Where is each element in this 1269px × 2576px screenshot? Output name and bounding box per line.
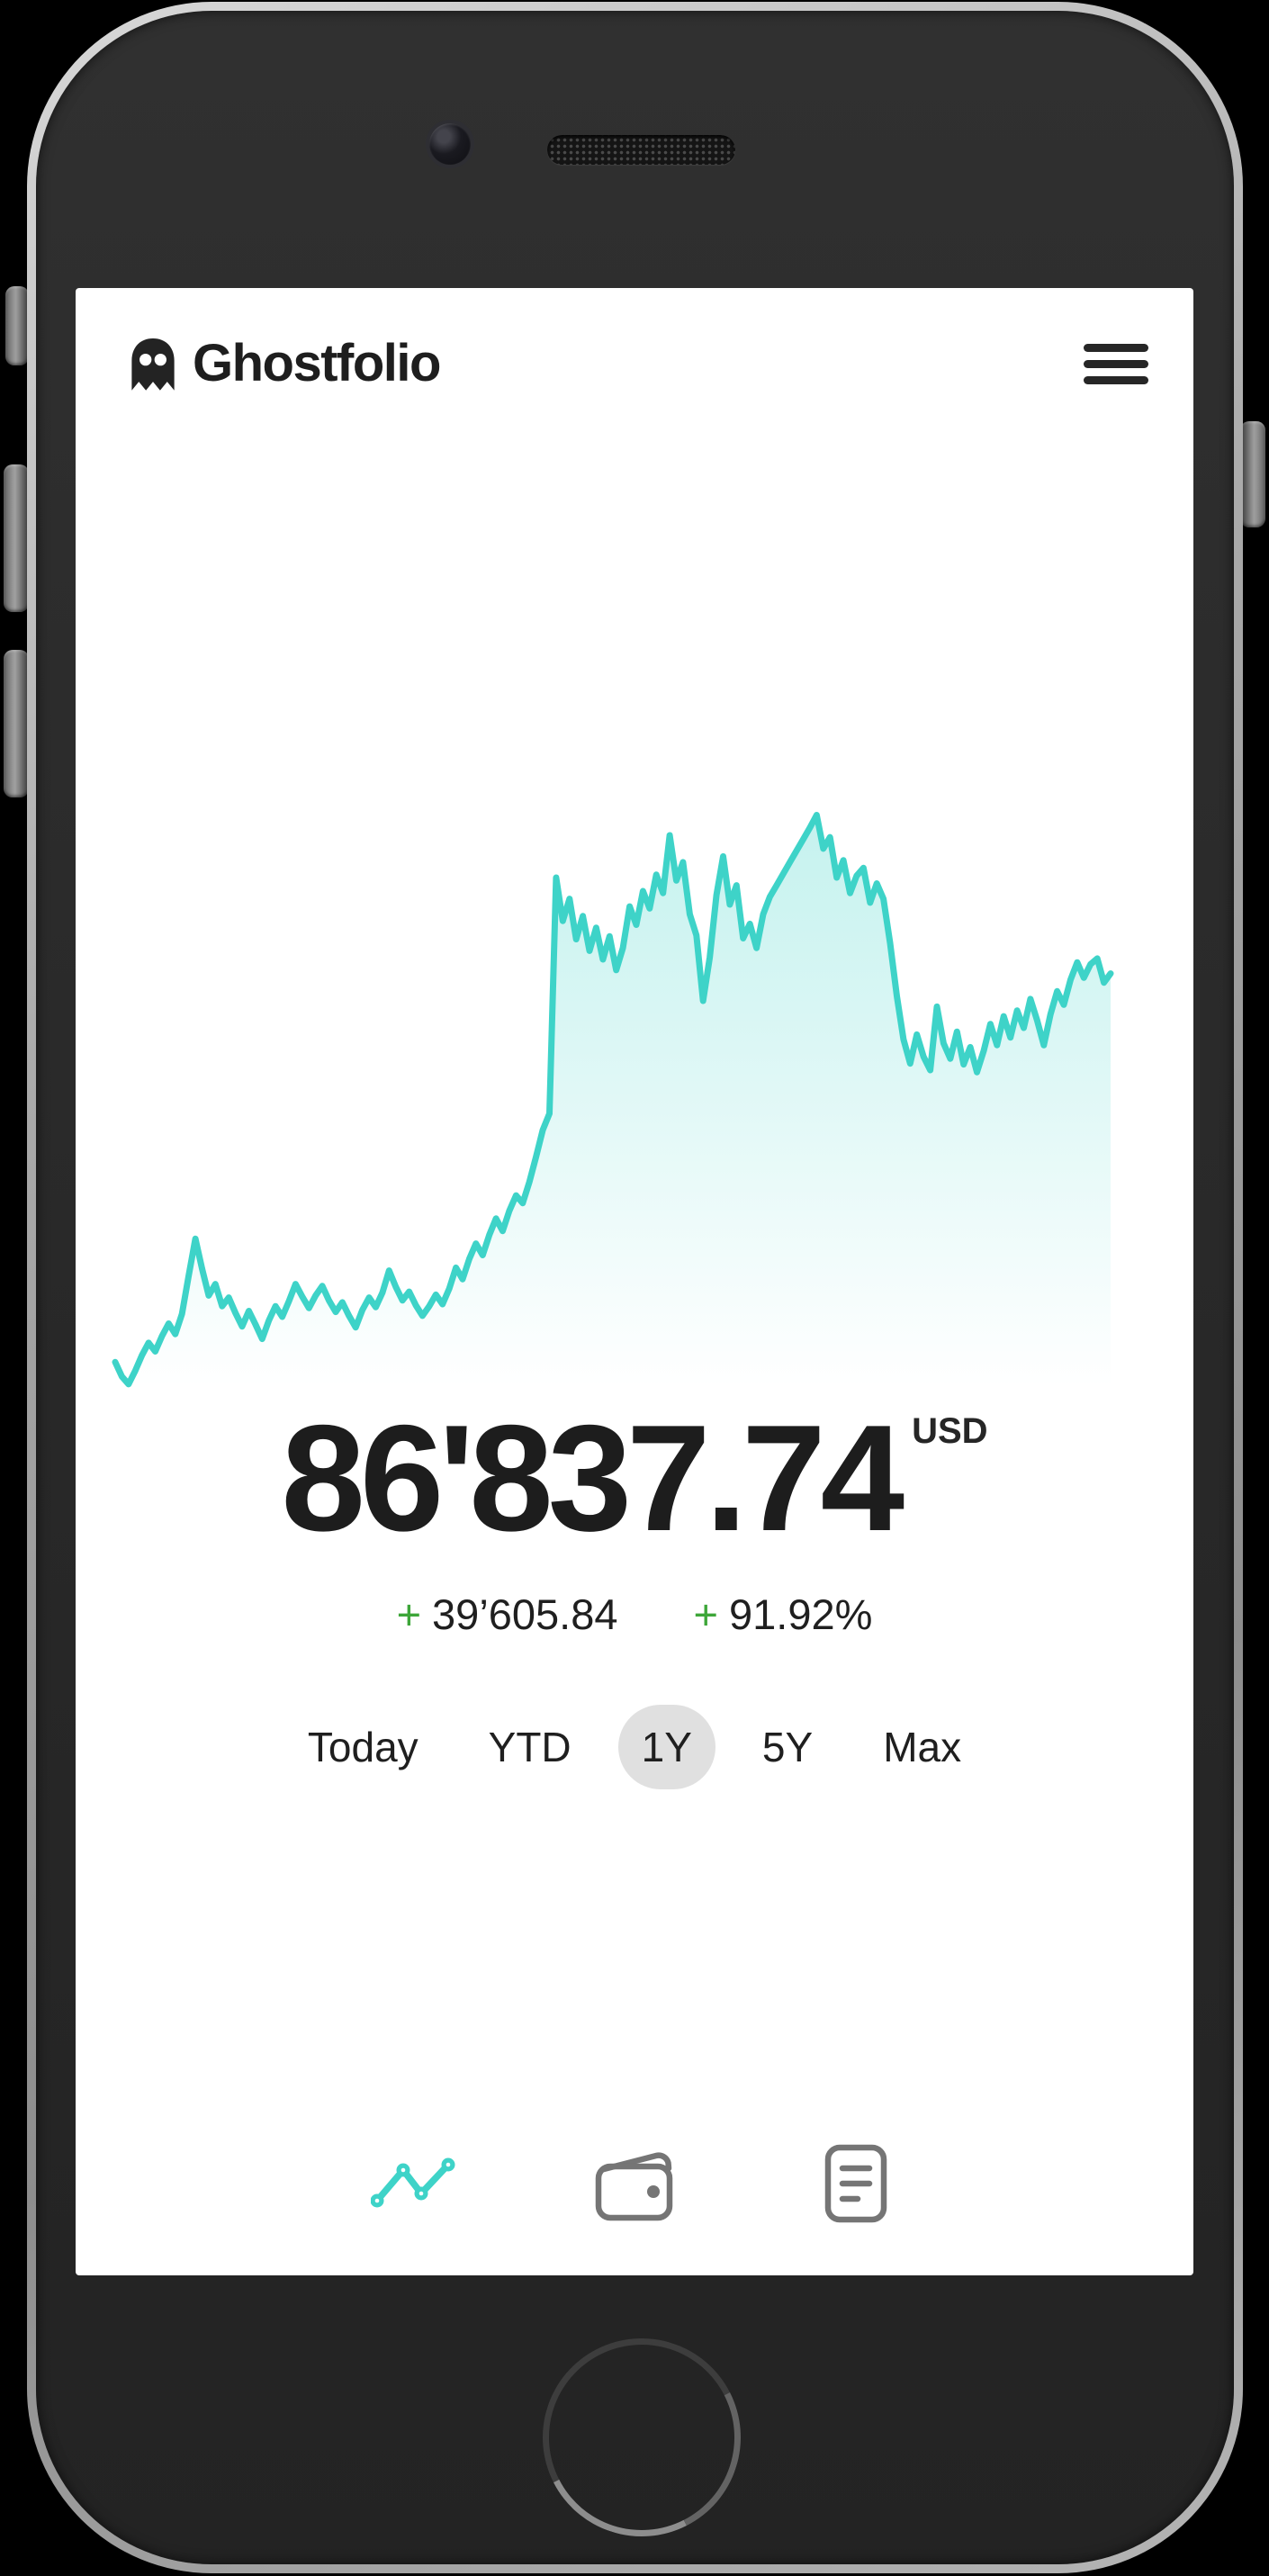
plus-sign: +	[396, 1590, 422, 1638]
nav-item-overview[interactable]	[368, 2139, 458, 2229]
range-option-today[interactable]: Today	[284, 1705, 442, 1789]
line-chart-icon	[371, 2157, 455, 2208]
change-row: + 39’605.84 + 91.92%	[76, 1590, 1193, 1639]
performance-chart	[112, 808, 1114, 1388]
range-option-5y[interactable]: 5Y	[739, 1705, 836, 1789]
nav-item-transactions[interactable]	[811, 2139, 901, 2229]
range-option-max[interactable]: Max	[860, 1705, 985, 1789]
volume-down-button	[4, 650, 29, 797]
performance-chart-svg	[112, 812, 1114, 1388]
phone-frame: Ghostfolio	[27, 2, 1243, 2573]
home-button	[516, 2312, 767, 2562]
wallet-icon	[595, 2152, 673, 2221]
speaker-grille	[547, 135, 735, 165]
portfolio-value: 86'837.74	[281, 1393, 904, 1563]
change-percent: + 91.92%	[694, 1590, 873, 1639]
mute-switch	[5, 286, 29, 365]
portfolio-value-row: 86'837.74 USD	[76, 1402, 1193, 1554]
chart-area-fill	[115, 815, 1111, 1386]
bottom-nav	[76, 2139, 1193, 2229]
power-button	[1240, 421, 1265, 527]
volume-up-button	[4, 464, 29, 612]
change-absolute: + 39’605.84	[397, 1590, 618, 1639]
range-selector: Today YTD 1Y 5Y Max	[76, 1705, 1193, 1789]
currency-label: USD	[912, 1411, 988, 1451]
app-header: Ghostfolio	[76, 328, 1193, 400]
hamburger-icon	[1084, 343, 1148, 352]
change-absolute-value: 39’605.84	[432, 1590, 618, 1638]
menu-button[interactable]	[1084, 336, 1150, 392]
chart-line	[112, 812, 1114, 1388]
nav-item-wallet[interactable]	[590, 2139, 680, 2229]
range-option-ytd[interactable]: YTD	[465, 1705, 595, 1789]
change-percent-value: 91.92%	[728, 1590, 873, 1638]
front-camera	[429, 123, 471, 165]
phone-body: Ghostfolio	[36, 11, 1234, 2564]
ghost-logo-icon	[131, 338, 175, 391]
transactions-icon	[824, 2144, 887, 2223]
app-title: Ghostfolio	[193, 334, 441, 392]
app-screen: Ghostfolio	[76, 288, 1193, 2275]
range-option-1y[interactable]: 1Y	[617, 1705, 716, 1789]
plus-sign: +	[693, 1590, 718, 1638]
